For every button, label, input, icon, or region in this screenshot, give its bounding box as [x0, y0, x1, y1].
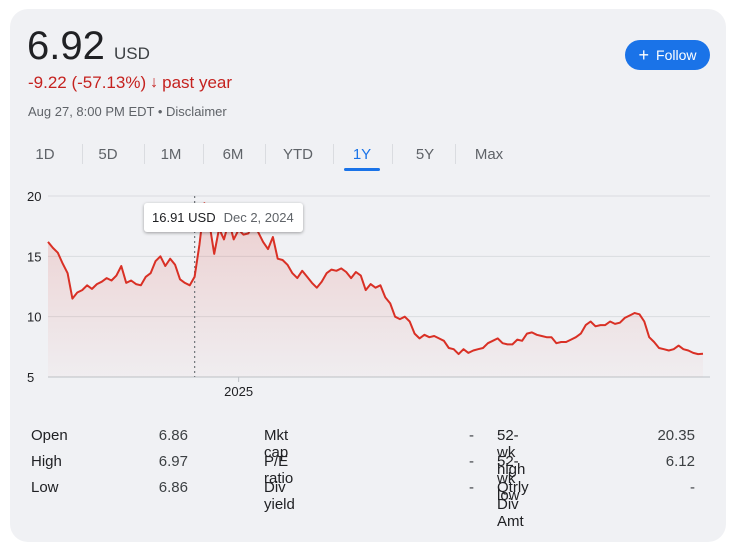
price-change-period: past year	[162, 73, 233, 92]
follow-button-label: Follow	[656, 47, 697, 63]
tooltip-price: 16.91 USD	[152, 210, 216, 225]
tooltip-date: Dec 2, 2024	[223, 210, 294, 225]
y-axis-ticks: 20 15 10 5	[27, 189, 41, 385]
tab-divider	[265, 144, 266, 164]
y-tick-label: 5	[27, 370, 34, 385]
stat-label-pe-ratio: P/E ratio	[264, 453, 294, 487]
stat-value-52wk-high: 20.35	[657, 427, 695, 444]
tab-1d[interactable]: 1D	[35, 145, 55, 163]
stat-label-52wk-high: 52-wk high	[497, 427, 526, 478]
tab-divider	[455, 144, 456, 164]
stat-value-high: 6.97	[158, 453, 188, 470]
tab-divider	[144, 144, 145, 164]
tab-divider	[392, 144, 393, 164]
price-change-value: -9.22 (-57.13%)	[28, 73, 147, 92]
tab-divider	[203, 144, 204, 164]
stat-value-52wk-low: 6.12	[665, 453, 695, 470]
stock-card	[10, 9, 726, 542]
stat-label-mkt-cap: Mkt cap	[264, 427, 289, 461]
stat-label-high: High	[31, 453, 62, 470]
tab-5y[interactable]: 5Y	[415, 145, 435, 163]
tab-ytd[interactable]: YTD	[283, 145, 313, 163]
timestamp-line: Aug 27, 8:00 PM EDT • Disclaimer	[28, 104, 227, 119]
tab-5d[interactable]: 5D	[98, 145, 118, 163]
tab-1m[interactable]: 1M	[160, 145, 182, 163]
stat-label-open: Open	[31, 427, 68, 444]
price-area-fill	[48, 203, 703, 377]
tab-divider	[82, 144, 83, 164]
stat-value-div-yield: -	[469, 479, 474, 496]
price-change: -9.22 (-57.13%) ↓ past year	[28, 73, 232, 93]
tab-6m[interactable]: 6M	[222, 145, 244, 163]
y-tick-label: 10	[27, 310, 41, 325]
currency-label: USD	[114, 44, 150, 63]
stat-label-div-yield: Div yield	[264, 479, 295, 513]
disclaimer-link[interactable]: Disclaimer	[166, 104, 227, 119]
y-tick-label: 20	[27, 189, 41, 204]
stat-label-52wk-low: 52-wk low	[497, 453, 520, 504]
stat-label-qtrly-div: Qtrly Div Amt	[497, 479, 529, 530]
price-series-line	[47, 202, 704, 356]
follow-button[interactable]: + Follow	[625, 40, 710, 70]
arrow-down-icon: ↓	[150, 74, 159, 91]
stat-value-open: 6.86	[158, 427, 188, 444]
tab-1y[interactable]: 1Y	[344, 138, 380, 171]
chart-tooltip: 16.91 USD Dec 2, 2024	[144, 203, 303, 232]
tab-max[interactable]: Max	[474, 145, 504, 163]
timestamp: Aug 27, 8:00 PM EDT	[28, 104, 155, 119]
stat-value-low: 6.86	[158, 479, 188, 496]
stat-value-pe-ratio: -	[469, 453, 474, 470]
current-price: 6.92	[27, 24, 105, 68]
stat-value-mkt-cap: -	[469, 427, 474, 444]
plus-icon: +	[638, 44, 650, 65]
stat-label-low: Low	[31, 479, 59, 496]
x-axis-ticks: 2025	[224, 377, 253, 399]
x-tick-label: 2025	[224, 384, 253, 399]
separator-dot: •	[157, 104, 163, 119]
tab-divider	[333, 144, 334, 164]
y-tick-label: 15	[27, 249, 41, 264]
stat-value-qtrly-div: -	[690, 479, 695, 496]
